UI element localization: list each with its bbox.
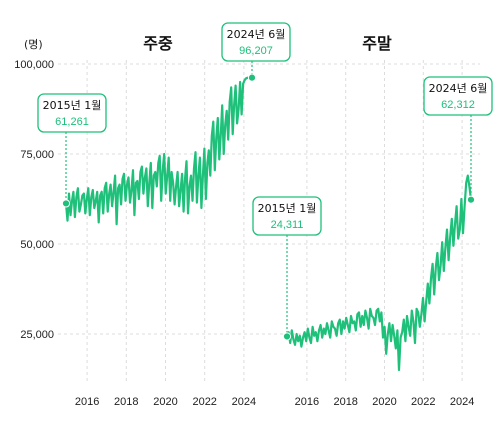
annotation-date: 2015년 1월	[43, 99, 102, 112]
series-line	[64, 76, 254, 226]
annotation-box	[37, 93, 107, 133]
gridlines	[58, 60, 480, 382]
weekend-panel: 주말 2015년 1월 24,311 2024년 6월 62,312	[252, 34, 493, 372]
y-unit-label: (명)	[24, 38, 43, 51]
y-tick-label: 25,000	[20, 329, 54, 341]
annotation-point	[247, 73, 257, 82]
annotation-date: 2015년 1월	[258, 202, 317, 215]
x-tick-label: 2022	[411, 396, 435, 408]
x-tick-label: 2018	[333, 396, 357, 408]
weekday-panel: 주중 2015년 1월 61,261 2024년 6월 96,207	[37, 22, 291, 226]
series-line	[285, 174, 473, 372]
x-tick-label: 2016	[295, 396, 319, 408]
annotation-value: 62,312	[441, 99, 475, 111]
y-tick-label: 75,000	[20, 149, 54, 161]
axis-ticks: 25,000 50,000 75,000 100,000 2016 2018 2020 202…	[14, 59, 474, 408]
y-tick-label: 100,000	[14, 59, 54, 71]
annotation-box	[221, 22, 291, 62]
weekend-title: 주말	[362, 34, 392, 53]
annotation-box	[252, 196, 322, 236]
annotation-point	[282, 332, 292, 341]
x-tick-label: 2022	[192, 396, 216, 408]
annotation-date: 2024년 6월	[429, 82, 488, 95]
annotation-date: 2024년 6월	[227, 28, 286, 41]
x-tick-label: 2020	[372, 396, 396, 408]
y-tick-label: 50,000	[20, 239, 54, 251]
x-tick-label: 2018	[114, 396, 138, 408]
annotation-point	[466, 195, 476, 204]
annotation-value: 24,311	[271, 219, 304, 231]
x-tick-label: 2024	[450, 396, 474, 408]
annotation-value: 96,207	[239, 45, 273, 57]
x-tick-label: 2020	[153, 396, 177, 408]
x-tick-label: 2024	[232, 396, 256, 408]
weekday-title: 주중	[143, 34, 173, 53]
annotation-point	[61, 199, 71, 208]
annotation-value: 61,261	[55, 116, 89, 128]
x-tick-label: 2016	[75, 396, 99, 408]
annotation-box	[423, 76, 493, 116]
